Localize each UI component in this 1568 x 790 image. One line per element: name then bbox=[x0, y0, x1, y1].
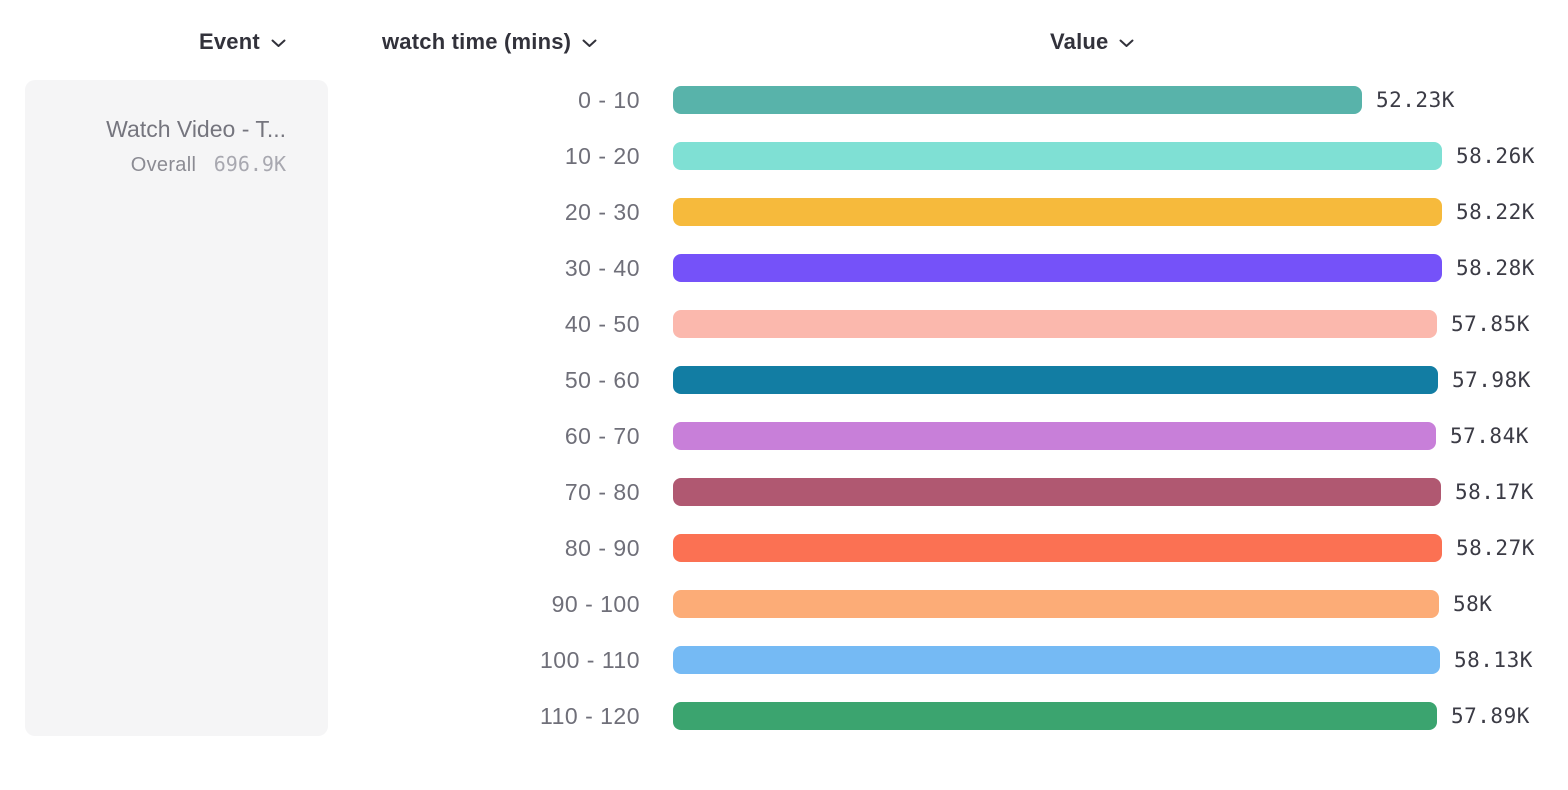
bar-category-label: 20 - 30 bbox=[564, 199, 640, 225]
bar-value-label: 58.17K bbox=[1455, 480, 1534, 504]
chart-row: 40 - 50 57.85K bbox=[0, 304, 1568, 344]
value-column-header[interactable]: Value bbox=[1050, 27, 1134, 57]
chart-row: 100 - 110 58.13K bbox=[0, 640, 1568, 680]
chart-row: 0 - 10 52.23K bbox=[0, 80, 1568, 120]
overall-label: Overall bbox=[130, 154, 197, 176]
bar[interactable] bbox=[673, 422, 1436, 450]
breakdown-column-header[interactable]: watch time (mins) bbox=[382, 27, 597, 57]
bar-category-label: 90 - 100 bbox=[551, 591, 640, 617]
bar[interactable] bbox=[673, 254, 1442, 282]
bar[interactable] bbox=[673, 478, 1441, 506]
bar-category-label: 80 - 90 bbox=[564, 535, 640, 561]
chart-row: 70 - 80 58.17K bbox=[0, 472, 1568, 512]
value-column-label: Value bbox=[1050, 29, 1109, 54]
chart-row: 20 - 30 58.22K bbox=[0, 192, 1568, 232]
bar-category-label: 100 - 110 bbox=[540, 647, 640, 673]
bar-value-label: 58.28K bbox=[1456, 256, 1535, 280]
bar-category-label: 10 - 20 bbox=[564, 143, 640, 169]
bar-category-label: 30 - 40 bbox=[564, 255, 640, 281]
bar[interactable] bbox=[673, 590, 1439, 618]
bar-category-label: 60 - 70 bbox=[564, 423, 640, 449]
bar-category-label: 70 - 80 bbox=[564, 479, 640, 505]
bar-value-label: 52.23K bbox=[1376, 88, 1455, 112]
chart-row: 60 - 70 57.84K bbox=[0, 416, 1568, 456]
bar-category-label: 40 - 50 bbox=[564, 311, 640, 337]
event-title: Watch Video - T... bbox=[106, 116, 286, 142]
event-card[interactable]: Watch Video - T... Overall 696.9K bbox=[25, 80, 328, 736]
breakdown-column-label: watch time (mins) bbox=[382, 29, 572, 54]
bar-value-label: 57.84K bbox=[1450, 424, 1529, 448]
bar[interactable] bbox=[673, 646, 1440, 674]
bar-value-label: 58.26K bbox=[1456, 144, 1535, 168]
bar-category-label: 50 - 60 bbox=[564, 367, 640, 393]
chevron-down-icon bbox=[271, 39, 286, 48]
chart-row: 10 - 20 58.26K bbox=[0, 136, 1568, 176]
bar-value-label: 58.22K bbox=[1456, 200, 1535, 224]
event-column-header[interactable]: Event bbox=[199, 27, 286, 57]
bar[interactable] bbox=[673, 534, 1442, 562]
bar-value-label: 58K bbox=[1453, 592, 1493, 616]
bar-category-label: 110 - 120 bbox=[540, 703, 640, 729]
bar-value-label: 58.13K bbox=[1454, 648, 1533, 672]
bar[interactable] bbox=[673, 366, 1438, 394]
bar-chart: 0 - 10 52.23K 10 - 20 58.26K 20 - 30 58.22K 30… bbox=[0, 80, 1568, 760]
event-column-label: Event bbox=[199, 29, 260, 54]
bar-value-label: 58.27K bbox=[1456, 536, 1535, 560]
event-overall-row: Overall 696.9K bbox=[45, 151, 286, 178]
chart-row: 90 - 100 58K bbox=[0, 584, 1568, 624]
bar[interactable] bbox=[673, 86, 1362, 114]
overall-value: 696.9K bbox=[213, 152, 286, 176]
bar[interactable] bbox=[673, 702, 1437, 730]
bar-category-label: 0 - 10 bbox=[578, 87, 640, 113]
chart-row: 50 - 60 57.98K bbox=[0, 360, 1568, 400]
chart-row: 80 - 90 58.27K bbox=[0, 528, 1568, 568]
chevron-down-icon bbox=[582, 39, 597, 48]
chevron-down-icon bbox=[1119, 39, 1134, 48]
bar[interactable] bbox=[673, 198, 1442, 226]
bar-value-label: 57.98K bbox=[1452, 368, 1531, 392]
bar-value-label: 57.89K bbox=[1451, 704, 1530, 728]
bar[interactable] bbox=[673, 310, 1437, 338]
bar-value-label: 57.85K bbox=[1451, 312, 1530, 336]
bar[interactable] bbox=[673, 142, 1442, 170]
chart-row: 110 - 120 57.89K bbox=[0, 696, 1568, 736]
chart-row: 30 - 40 58.28K bbox=[0, 248, 1568, 288]
